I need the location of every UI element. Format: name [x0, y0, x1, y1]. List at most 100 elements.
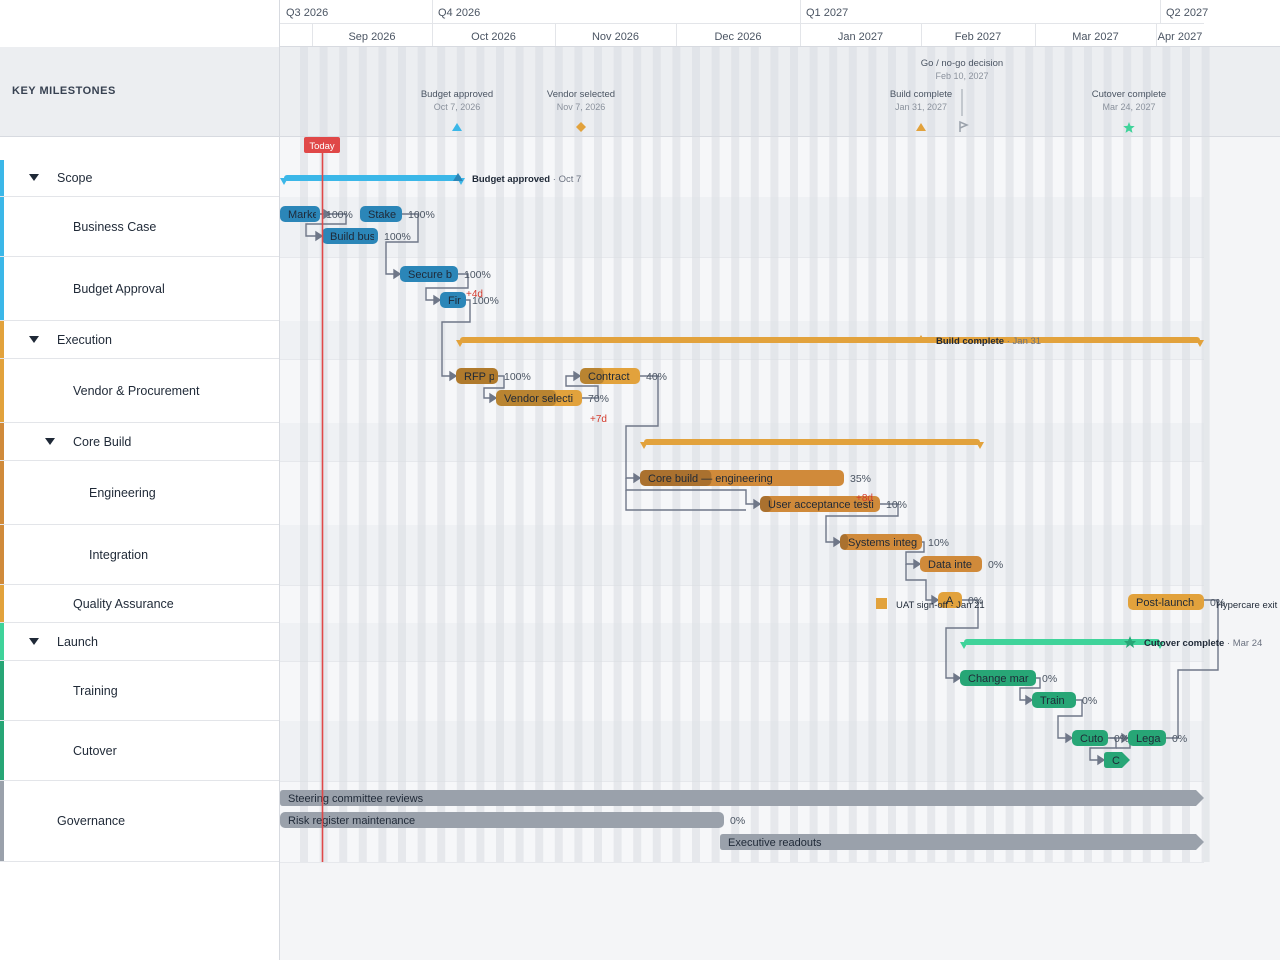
row-training[interactable]: Training: [0, 661, 279, 721]
row-quality-assurance[interactable]: Quality Assurance: [0, 585, 279, 623]
milestone-date: Mar 24, 2027: [1102, 102, 1155, 112]
task-bar[interactable]: Data inte 0%: [920, 556, 1003, 572]
task-percent: 100%: [384, 231, 411, 243]
task-percent: 70%: [588, 393, 609, 405]
row-business-case[interactable]: Business Case: [0, 197, 279, 257]
row-label: Scope: [57, 171, 93, 185]
row-label: Business Case: [73, 219, 157, 234]
task-bar-body: [760, 496, 880, 512]
milestone-vendor-selected[interactable]: Vendor selected Nov 7, 2026: [547, 89, 615, 132]
week-column: [1064, 47, 1073, 862]
task-bar[interactable]: Post-launch 0%: [1128, 594, 1225, 610]
milestone-label: UAT sign-off · Jan 21: [896, 600, 985, 611]
dependency-line: [945, 599, 979, 679]
week-column: [437, 47, 446, 862]
dependency-line: [905, 541, 925, 565]
task-bar[interactable]: Build bus 100%: [322, 228, 411, 244]
dependency-line: [1019, 677, 1041, 701]
week-column: [1201, 47, 1210, 862]
row-color-stripe: [0, 461, 4, 524]
summary-bar-scope[interactable]: Budget approved · Oct 7: [280, 173, 581, 185]
task-percent: 10%: [928, 537, 949, 549]
task-bar[interactable]: Vendor selecti 70% +7d: [496, 390, 609, 425]
week-column: [692, 47, 700, 862]
task-bar-body: [920, 556, 982, 572]
task-bar[interactable]: Risk register maintenance 0%: [280, 812, 745, 828]
task-bar[interactable]: Systems integ 10%: [840, 534, 949, 550]
task-bar[interactable]: Lega 0%: [1128, 730, 1187, 746]
row-color-stripe: [0, 661, 4, 720]
task-label: Core build — engineering: [648, 473, 773, 485]
task-label: Marke: [288, 209, 319, 221]
task-bar[interactable]: User acceptance testi 10% +8d: [760, 493, 907, 512]
task-bar[interactable]: RFP p 100%: [456, 368, 531, 384]
task-bar[interactable]: Contract 40%: [580, 368, 667, 384]
row-cutover[interactable]: Cutover: [0, 721, 279, 781]
milestone-build-complete[interactable]: Build complete Jan 31, 2027: [890, 89, 952, 131]
milestone-date: Jan 31, 2027: [895, 102, 947, 112]
today-marker[interactable]: Today: [304, 137, 340, 862]
row-vendor-procurement[interactable]: Vendor & Procurement: [0, 359, 279, 423]
collapse-caret-icon[interactable]: [29, 174, 39, 181]
task-bar[interactable]: Core build — engineering 35%: [640, 470, 871, 486]
collapse-caret-icon[interactable]: [45, 437, 55, 445]
week-column: [417, 47, 426, 862]
task-percent: 0%: [988, 559, 1003, 571]
row-scope[interactable]: Scope: [0, 160, 279, 197]
task-bar[interactable]: C: [1104, 752, 1130, 768]
row-engineering[interactable]: Engineering: [0, 461, 279, 525]
collapse-caret-icon[interactable]: [29, 637, 39, 645]
milestone-name: Budget approved: [421, 89, 493, 100]
milestone-hypercare-exit[interactable]: Hypercare exit: [1216, 600, 1278, 611]
week-column: [1044, 47, 1053, 862]
task-percent: 10%: [886, 499, 907, 511]
dependency-arrow-icon: [953, 672, 962, 684]
row-budget-approval[interactable]: Budget Approval: [0, 257, 279, 321]
task-progress-fill: [840, 534, 849, 550]
task-bar[interactable]: Secure b 100%: [400, 266, 491, 282]
task-percent: 100%: [464, 269, 491, 281]
task-bar[interactable]: Steering committee reviews: [280, 790, 1204, 806]
row-label: Launch: [57, 634, 99, 649]
row-execution[interactable]: Execution: [0, 321, 279, 359]
week-column: [750, 47, 759, 862]
week-column: [378, 47, 387, 862]
task-bar[interactable]: Marke 100%: [280, 206, 353, 222]
task-bar[interactable]: A 0%: [938, 592, 983, 608]
collapse-caret-icon[interactable]: [29, 335, 39, 343]
dependency-line: [483, 375, 505, 399]
week-column: [672, 47, 681, 862]
task-bar[interactable]: Stake 100%: [360, 206, 435, 222]
task-bar-body: [640, 470, 844, 486]
summary-bar-launch[interactable]: Cutover complete · Mar 24: [960, 636, 1262, 649]
milestone-uat-sign-off[interactable]: UAT sign-off · Jan 21: [876, 598, 985, 611]
week-column: [613, 47, 622, 862]
row-label: Cutover: [73, 743, 117, 758]
milestone-go-no-go-decision[interactable]: Go / no-go decision Feb 10, 2027: [921, 58, 1003, 132]
week-column: [966, 47, 975, 862]
row-integration[interactable]: Integration: [0, 525, 279, 585]
milestone-budget-approved[interactable]: Budget approved Oct 7, 2026: [421, 89, 493, 131]
task-bar[interactable]: Cuto 0%: [1072, 730, 1129, 746]
quarter-label: Q4 2026: [438, 7, 480, 19]
week-column: [848, 47, 857, 862]
milestone-cutover-complete[interactable]: Cutover complete Mar 24, 2027: [1092, 89, 1166, 133]
dependency-line: [305, 213, 347, 237]
week-column: [456, 47, 465, 862]
task-label: Data inte: [928, 559, 972, 571]
row-launch[interactable]: Launch: [0, 623, 279, 661]
summary-bar-execution[interactable]: Build complete · Jan 31: [456, 335, 1204, 347]
task-percent: 0%: [1042, 673, 1057, 685]
summary-bar-core-build[interactable]: [640, 439, 984, 449]
week-column: [829, 47, 838, 862]
today-badge: [304, 137, 340, 153]
week-column: [339, 47, 348, 862]
row-governance[interactable]: Governance: [0, 781, 279, 862]
task-bar[interactable]: Fir 100%+4d: [440, 289, 499, 308]
task-bar[interactable]: Executive readouts: [720, 834, 1204, 850]
task-bar[interactable]: Change mar 0%: [960, 670, 1057, 686]
dependency-arrow-icon: [323, 208, 332, 220]
row-core-build[interactable]: Core Build: [0, 423, 279, 461]
task-bar[interactable]: Train 0%: [1032, 692, 1097, 708]
